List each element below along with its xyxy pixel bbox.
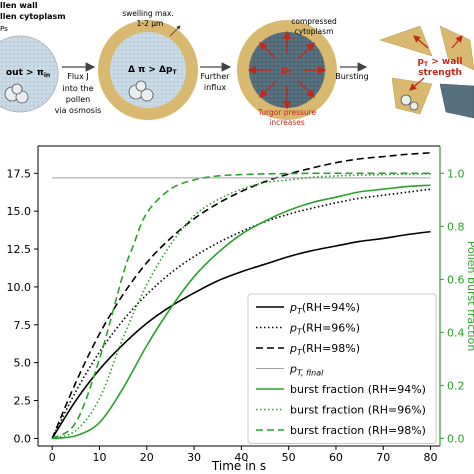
legend-ps-label: Ps xyxy=(0,25,8,33)
swelling-label-2: 1-2 µm xyxy=(137,19,164,28)
x-tick-label: 50 xyxy=(282,451,296,464)
turgor-label: Turgor pressure xyxy=(257,108,317,117)
y-tick-label: 10.0 xyxy=(7,281,32,294)
x-tick-label: 70 xyxy=(376,451,390,464)
delta-text: Δ π > ΔpT xyxy=(128,65,177,76)
series-line-1 xyxy=(51,230,431,439)
turgor-arrows xyxy=(247,30,327,110)
x-tick-label: 60 xyxy=(329,451,343,464)
y2-tick-label: 0.0 xyxy=(447,432,465,445)
pollen-cytoplasm-2 xyxy=(110,32,186,108)
vacuole-cluster-1 xyxy=(4,83,29,104)
x-tick-label: 0 xyxy=(49,451,56,464)
axes-layer: 0 10 20 30 40 50 60 70 80 0.0 2.5 5.0 7.5 10.0 12.5 15.… xyxy=(7,145,465,464)
compressed-label: compressed xyxy=(291,17,337,26)
series-layer xyxy=(51,152,431,440)
y-tick-label: 12.5 xyxy=(7,243,32,256)
stage-4-burst: pT > wall strength xyxy=(379,25,474,119)
legend-label: pT(RH=98%) xyxy=(289,342,360,357)
legend-wall-label: llen wall xyxy=(0,1,38,10)
legend-label: pT, final xyxy=(289,363,324,378)
compressed-label-2: cytoplasm xyxy=(295,27,334,36)
flux-label-3: pollen xyxy=(66,95,90,104)
vacuole-cluster-2 xyxy=(128,80,154,102)
vacuole-cluster-4 xyxy=(400,94,419,111)
flux-label: Flux J xyxy=(67,72,89,81)
y2-tick-label: 1.0 xyxy=(447,167,465,180)
x-tick-label: 80 xyxy=(424,451,438,464)
legend-label: pT(RH=94%) xyxy=(289,301,360,316)
burst-text-2: strength xyxy=(418,68,462,78)
legend-cytoplasm-label: llen cytoplasm xyxy=(0,12,66,21)
y2-axis-label: Pollen burst fraction xyxy=(465,241,474,352)
legend-label: burst fraction (RH=96%) xyxy=(290,404,426,417)
stage-2-pollen: swelling max. 1-2 µm Δ π > ΔpT xyxy=(98,9,198,120)
schematic: llen wall llen cytoplasm Ps out > πin Fl… xyxy=(0,1,474,127)
series-line-5 xyxy=(52,184,431,440)
x-tick-label: 40 xyxy=(234,451,248,464)
turgor-label-2: increases xyxy=(269,118,305,127)
y-tick-label: 17.5 xyxy=(7,167,32,180)
influx-label-2: influx xyxy=(204,83,226,92)
burst-arrows xyxy=(409,35,463,91)
legend-label: pT(RH=96%) xyxy=(289,322,360,337)
flux-label-2: into the xyxy=(63,84,94,93)
arrow-2: Further influx xyxy=(200,62,232,92)
bursting-label: Bursting xyxy=(335,72,369,81)
stage-1-pollen: llen wall llen cytoplasm Ps out > πin xyxy=(0,1,66,113)
y2-tick-label: 0.2 xyxy=(447,379,465,392)
arrow-1: Flux J into the pollen via osmosis xyxy=(55,62,102,115)
series-line-3 xyxy=(51,152,431,439)
y2-tick-label: 0.6 xyxy=(447,273,465,286)
x-tick-label: 10 xyxy=(92,451,106,464)
y-tick-label: 0.0 xyxy=(14,432,32,445)
chart: 0 10 20 30 40 50 60 70 80 0.0 2.5 5.0 7.5 10.0 12.5 15.… xyxy=(7,145,474,473)
legend-label: burst fraction (RH=94%) xyxy=(290,383,426,396)
swelling-label: swelling max. xyxy=(122,9,174,18)
legend: pT(RH=94%) pT(RH=96%) pT(RH=98%) pT, final b… xyxy=(247,293,437,444)
wall-fragment-1 xyxy=(379,25,433,57)
cytoplasm-fragment xyxy=(439,83,474,119)
x-axis-label: Time in s xyxy=(211,459,266,473)
burst-text: pT > wall xyxy=(418,57,463,68)
pt-text: pT xyxy=(281,65,293,77)
flux-label-4: via osmosis xyxy=(55,106,102,115)
legend-label: burst fraction (RH=98%) xyxy=(290,424,426,437)
y-tick-label: 5.0 xyxy=(14,357,32,370)
legend-box xyxy=(247,293,437,444)
y-tick-label: 2.5 xyxy=(14,395,32,408)
series-line-7 xyxy=(51,172,431,440)
influx-label: Further xyxy=(201,72,231,81)
x-tick-label: 30 xyxy=(187,451,201,464)
pressure-text: out > πin xyxy=(6,68,50,79)
x-tick-label: 20 xyxy=(140,451,154,464)
y-tick-label: 15.0 xyxy=(7,205,32,218)
arrow-3: Bursting xyxy=(335,62,369,81)
y2-tick-label: 0.4 xyxy=(447,326,465,339)
y2-tick-label: 0.8 xyxy=(447,220,465,233)
y-tick-label: 7.5 xyxy=(14,319,32,332)
series-line-6 xyxy=(51,173,431,440)
stage-3-pollen: compressed cytoplasm pT Turgor pressure … xyxy=(237,17,337,127)
